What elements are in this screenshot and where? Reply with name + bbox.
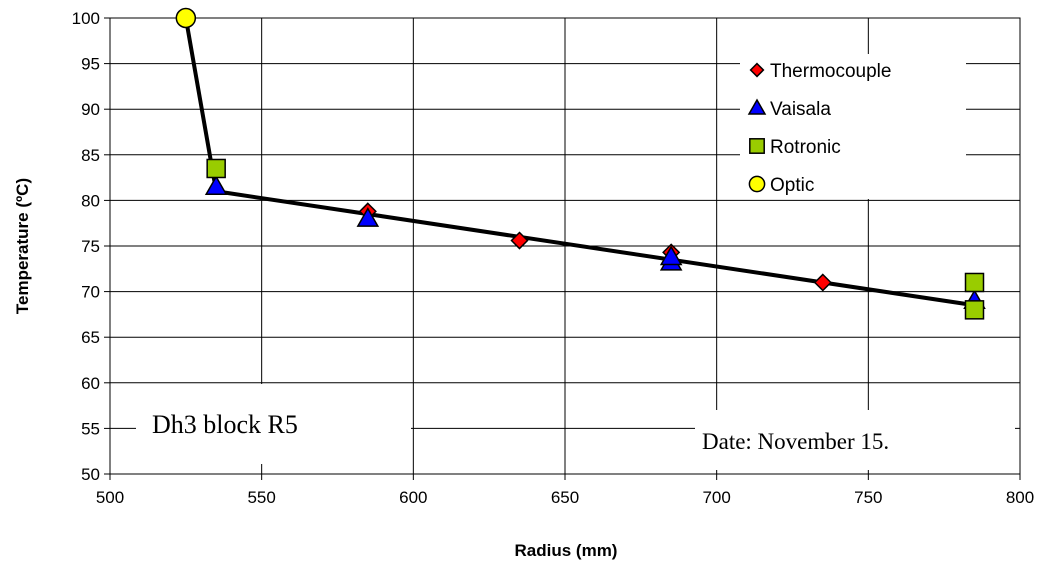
legend-marker-rotronic	[749, 138, 765, 154]
legend-marker-vaisala	[747, 98, 767, 115]
point-rotronic	[206, 158, 226, 179]
y-axis-title: Temperature (ºC)	[13, 178, 32, 314]
point-rotronic	[964, 272, 985, 293]
y-tick-label: 55	[81, 419, 100, 438]
annotation-block-box	[136, 384, 411, 464]
y-tick-label: 90	[81, 100, 100, 119]
x-axis-title: Radius (mm)	[515, 541, 618, 560]
annotation-block: Dh3 block R5	[136, 384, 411, 464]
point-vaisala	[356, 207, 380, 227]
x-tick-label: 750	[854, 488, 882, 507]
legend-marker-thermocouple	[749, 62, 765, 78]
y-tick-label: 85	[81, 146, 100, 165]
x-tick-label: 800	[1006, 488, 1034, 507]
x-tick-label: 550	[247, 488, 275, 507]
legend-box	[740, 54, 966, 199]
x-tick-label: 650	[551, 488, 579, 507]
point-thermocouple	[813, 273, 832, 292]
annotation-date-label: Date: November 15.	[702, 429, 889, 454]
legend: Thermocouple Vaisala Rotronic Optic	[740, 54, 966, 199]
y-tick-label: 70	[81, 283, 100, 302]
data-markers	[175, 7, 986, 320]
legend-marker-optic	[748, 175, 766, 193]
annotation-date-box	[695, 410, 1015, 470]
point-thermocouple	[510, 231, 529, 250]
point-vaisala	[204, 175, 228, 195]
x-tick-label: 600	[399, 488, 427, 507]
y-tick-label: 65	[81, 328, 100, 347]
y-tick-label: 50	[81, 465, 100, 484]
point-rotronic	[964, 300, 985, 320]
legend-label-vaisala: Vaisala	[770, 99, 831, 120]
y-tick-label: 60	[81, 374, 100, 393]
y-tick-label: 75	[81, 237, 100, 256]
y-tick-label: 80	[81, 191, 100, 210]
point-vaisala	[659, 245, 683, 266]
legend-label-optic: Optic	[770, 175, 814, 196]
annotation-date: Date: November 15.	[695, 410, 1015, 470]
y-tick-label: 100	[72, 9, 100, 28]
annotation-block-label: Dh3 block R5	[152, 410, 298, 439]
tick-labels: 50 55 60 65 70 75 80 85 90 95 100 500 550 600 650 700 75…	[72, 9, 1035, 507]
y-tick-label: 95	[81, 55, 100, 74]
x-tick-label: 700	[702, 488, 730, 507]
legend-label-thermocouple: Thermocouple	[770, 61, 891, 82]
x-tick-label: 500	[96, 488, 124, 507]
legend-label-rotronic: Rotronic	[770, 137, 841, 158]
point-optic	[175, 7, 197, 29]
